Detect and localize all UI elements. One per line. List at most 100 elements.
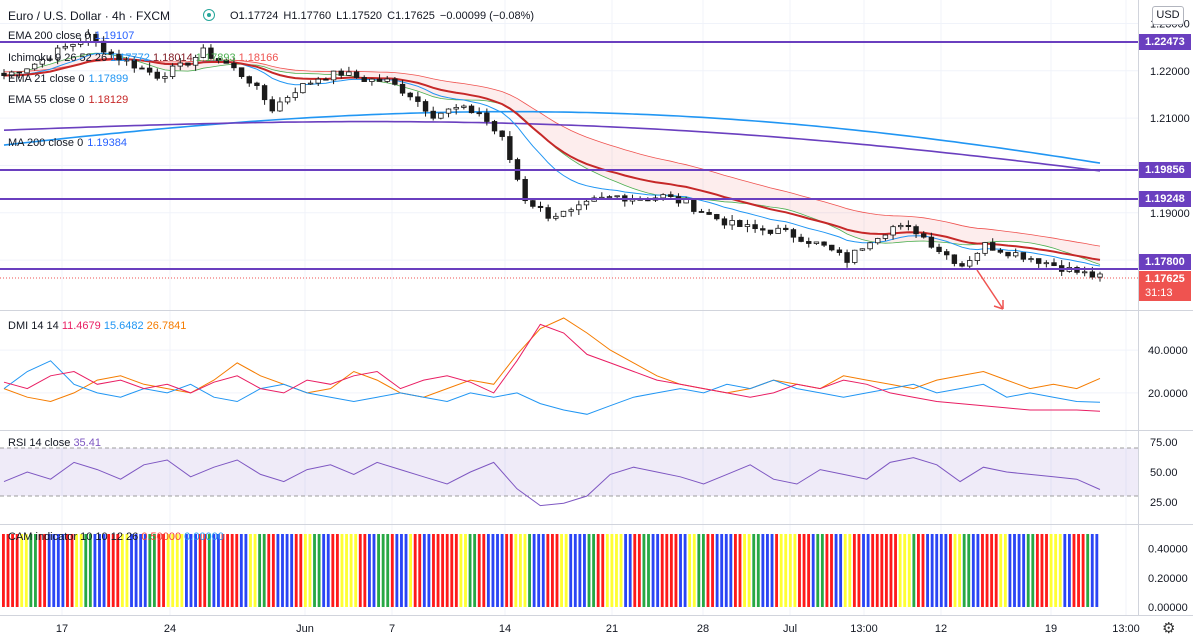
high-value: H1.17760 [283,10,332,22]
cam-bar [807,534,811,607]
cam-bar [779,534,783,607]
candle-body [146,67,153,73]
cam-bar [651,534,655,607]
legend-label: EMA 55 close 0 [8,94,85,106]
candle-body [1097,273,1103,278]
cam-bar [285,534,289,607]
cam-bar [994,534,998,607]
cam-bar [185,534,188,607]
cam-bar [857,534,861,607]
price-pane[interactable] [0,29,1138,310]
legend-dmi[interactable]: DMI 14 14 11.4679 15.6482 26.7841 [8,320,186,332]
candle-body [108,51,115,55]
cam-bar [564,534,568,607]
time-axis-label: 13:00 [1112,623,1140,635]
symbol-title[interactable]: Euro / U.S. Dollar · 4h · FXCM [8,9,171,23]
cam-bar [715,534,719,607]
cam-bar [143,534,147,607]
candle-body [882,234,889,239]
legend-cam[interactable]: CAM indicator 10 10 12 26 0.50000 0.0000… [8,531,224,543]
cam-bar [468,534,472,607]
market-status-icon[interactable] [203,9,215,21]
legend-ma200[interactable]: MA 200 close 0 1.19384 [8,137,127,149]
rsi-pane[interactable] [0,447,1138,507]
cam-bar [953,534,957,607]
dmi-pane[interactable] [3,317,1101,415]
cam-bar [660,534,664,607]
cam-bar [775,534,779,607]
candle-body [384,78,390,82]
cam-bar [258,534,262,607]
cam-bar [1040,534,1044,607]
candle-body [836,249,843,253]
legend-ema55[interactable]: EMA 55 close 0 1.18129 [8,94,128,106]
cam-pane[interactable] [2,534,1099,607]
candle-body [376,78,383,82]
cam-bar [637,534,641,607]
candle-body [361,77,367,82]
legend-value: 35.41 [73,437,101,449]
cam-bar [368,534,371,607]
cam-bar [738,534,742,607]
candle-body [829,244,835,251]
cam-bar [770,534,774,607]
legend-ichimoku[interactable]: Ichimoku 9 26 52 26 1.17772 1.18014 1.17… [8,52,278,64]
cam-bar [1067,534,1071,607]
legend-ema21[interactable]: EMA 21 close 0 1.17899 [8,73,128,85]
cam-bar [990,534,994,607]
legend-value: 1.17893 [195,52,236,64]
cam-bar [11,534,14,607]
cam-bar [665,534,669,607]
candle-body [269,99,275,112]
cam-bar [276,534,280,607]
candle-body [323,78,329,81]
candle-body [583,200,590,206]
settings-gear-icon[interactable]: ⚙ [1162,620,1176,637]
cam-bar [605,534,609,607]
candle-body [223,60,229,64]
candle-body [499,130,505,137]
legend-rsi[interactable]: RSI 14 close 35.41 [8,437,101,449]
cam-bar [688,534,692,607]
cam-bar [15,534,19,607]
candle-body [24,68,30,74]
price-axis-tick: 1.19000 [1150,208,1190,220]
cam-bar [880,534,884,607]
open-value: O1.17724 [230,10,279,22]
cam-bar [647,534,650,607]
candle-body [606,196,613,199]
candle-body [959,263,965,267]
cam-bar [1013,534,1016,607]
candle-body [215,58,222,61]
bar-countdown: 31:13 [1139,285,1191,301]
cam-bar [75,534,79,607]
cam-bar [230,534,234,607]
candle-body [438,112,444,119]
time-axis-label: 13:00 [850,623,878,635]
cam-bar [971,534,975,607]
cam-bar [866,534,870,607]
cam-bar [84,534,88,607]
cam-bar [560,534,563,607]
cam-bar [111,534,115,607]
candle-body [16,71,23,74]
cam-bar [404,534,408,607]
time-axis-label: 7 [389,623,395,635]
candle-body [568,209,574,212]
candle-body [261,85,268,101]
legend-value: 1.19107 [94,30,135,42]
time-axis-label: Jun [296,623,314,635]
cam-bar [729,534,733,607]
currency-button[interactable]: USD [1152,6,1184,25]
cam-bar [262,534,266,607]
minus-di-line [3,360,1101,415]
cam-bar [152,534,156,607]
cam-bar [450,534,454,607]
legend-label: RSI 14 close [8,437,71,449]
candle-body [123,59,130,62]
candle-body [415,96,421,102]
legend-ema200[interactable]: EMA 200 close 0 1.19107 [8,30,134,42]
ichimoku-cloud [4,53,1100,265]
cam-bar [473,534,477,607]
